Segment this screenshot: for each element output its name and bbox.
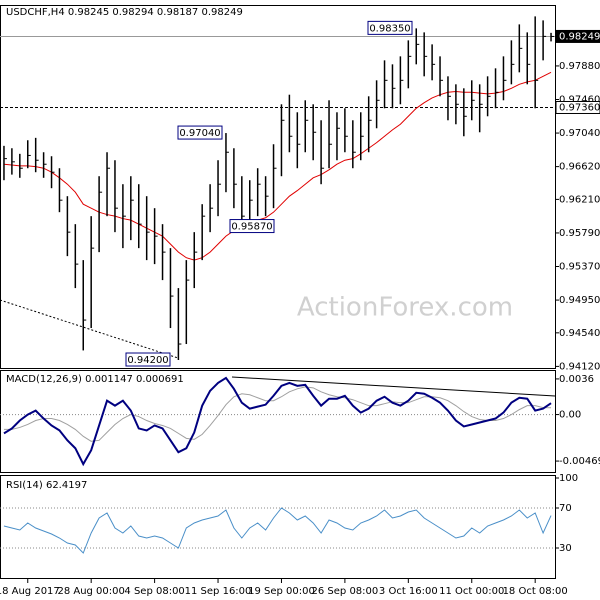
y-tick-label: 0.97040 — [559, 128, 600, 139]
x-tick-label: 28 Aug 00:00 — [57, 586, 124, 597]
y-tick-label: -0.004696 — [559, 456, 600, 467]
trend-line — [0, 299, 179, 359]
level-label-bg — [555, 29, 600, 43]
rsi-line — [3, 507, 552, 554]
y-tick-label: 70 — [559, 503, 572, 514]
x-tick-label: 18 Oct 08:00 — [503, 586, 568, 597]
y-tick-label: 0.00 — [559, 410, 581, 421]
annotation-box — [177, 125, 223, 140]
x-tick-label: 3 Oct 16:00 — [379, 586, 438, 597]
macd-trend-line — [231, 376, 556, 397]
annotation-label: 0.97040 — [179, 128, 220, 139]
y-tick-label: 0.97360 — [559, 102, 600, 113]
annotation-box — [229, 219, 275, 234]
price-title: USDCHF,H4 0.98245 0.98294 0.98187 0.9824… — [6, 7, 243, 18]
y-tick-label: 0.94120 — [559, 361, 600, 372]
annotation-label: 0.98350 — [369, 23, 410, 34]
y-tick-label: 0.95370 — [559, 262, 600, 273]
y-tick-label: 0.96620 — [559, 162, 600, 173]
y-tick-label: 0.97880 — [559, 61, 600, 72]
y-tick-label: 0.95790 — [559, 228, 600, 239]
y-tick-label: 0.0036 — [559, 374, 594, 385]
rsi-panel — [0, 475, 556, 579]
rsi-title: RSI(14) 62.4197 — [6, 480, 87, 491]
macd-line — [3, 376, 552, 467]
x-tick-label: 4 Sep 08:00 — [124, 586, 184, 597]
price-panel — [0, 5, 556, 369]
annotation-label: 0.94200 — [127, 355, 168, 366]
x-tick-label: 11 Oct 00:00 — [439, 586, 504, 597]
annotation-label: 0.95870 — [231, 222, 272, 233]
x-tick-label: 26 Sep 08:00 — [312, 586, 379, 597]
y-tick-label: 0.94540 — [559, 328, 600, 339]
y-tick-label: 100 — [559, 473, 578, 484]
y-tick-label: 0.96210 — [559, 194, 600, 205]
macd-title: MACD(12,26,9) 0.001147 0.000691 — [6, 374, 184, 385]
y-tick-label: 0.98249 — [559, 31, 600, 42]
moving-average — [3, 71, 552, 261]
macd-panel — [0, 370, 556, 473]
x-tick-label: 11 Sep 16:00 — [185, 586, 252, 597]
annotation-box — [367, 20, 413, 35]
y-tick-label: 0.94950 — [559, 295, 600, 306]
watermark: ActionForex.com — [297, 293, 513, 323]
level-label-bg — [555, 100, 600, 114]
x-tick-label: 18 Aug 2017 — [0, 586, 60, 597]
y-tick-label: 0.97460 — [559, 94, 600, 105]
y-tick-label: 30 — [559, 543, 572, 554]
x-tick-label: 19 Sep 00:00 — [248, 586, 315, 597]
annotation-box — [125, 352, 171, 367]
